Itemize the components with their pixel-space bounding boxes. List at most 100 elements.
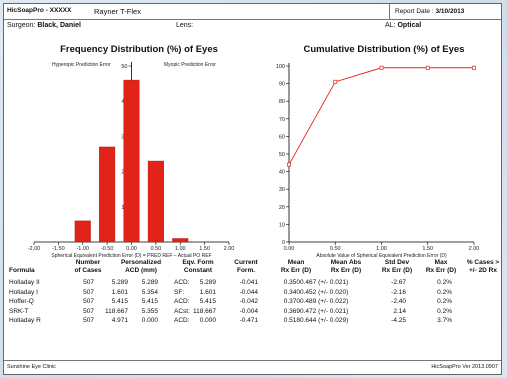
row-cases: 507 xyxy=(83,298,94,306)
row-acd-value: 1.601 xyxy=(111,288,128,296)
cum-y-tick-label: 0 xyxy=(282,240,285,246)
row-std-dev: -2.40 xyxy=(391,298,406,306)
cum-x-tick-label: 1.00 xyxy=(376,246,387,252)
row-cases: 507 xyxy=(83,288,94,296)
surgeon-name: Black, Daniel xyxy=(37,22,81,29)
info-row: Surgeon: Black, Daniel Lens: AL: Optical xyxy=(4,20,501,33)
row-acd-mm: 5.355 xyxy=(141,307,158,315)
version-label: HicSoapPro Ver 2013.0907 xyxy=(431,364,498,370)
row-std-dev: -2.16 xyxy=(391,288,406,296)
freq-x-tick-label: 1.00 xyxy=(175,246,186,252)
header-mean-abs: Mean Abs Rx Err (D) xyxy=(330,259,362,274)
cum-y-tick-label: 70 xyxy=(279,117,285,123)
freq-x-tick-label: 0.00 xyxy=(126,246,137,252)
frequency-chart: 1020304050-2.00-1.50-1.00-0.500.000.501.… xyxy=(28,62,235,259)
cum-y-tick-label: 40 xyxy=(279,170,285,176)
row-mean-abs-err: 0.644 (+/- 0.029) xyxy=(300,317,349,325)
program-name: HicSoapPro - XXXXX xyxy=(7,7,72,14)
report-footer: Sunshine Eye Clinic HicSoapPro Ver 2013.… xyxy=(4,360,501,374)
row-constant: 1.601 xyxy=(199,288,216,296)
row-std-dev: -4.25 xyxy=(391,317,406,325)
hyperopic-label: Hyperopic Prediction Error xyxy=(52,62,111,68)
header-current: Current Form. xyxy=(234,259,258,274)
freq-bar xyxy=(99,146,116,243)
freq-bar xyxy=(147,160,164,243)
row-mean-err: 0.518 xyxy=(283,317,300,325)
cum-y-tick-label: 30 xyxy=(279,187,285,193)
cum-y-tick-label: 80 xyxy=(279,99,285,105)
cumulative-chart: 0 10 20 30 40 50 60 70 80 90 100 0.00 0.50 1.00 1.50 2.… xyxy=(276,63,480,259)
row-formula: Holladay II xyxy=(9,279,40,286)
cum-y-tick-label: 60 xyxy=(279,134,285,140)
row-formula: SRK-T xyxy=(9,307,29,315)
row-acd-value: 5.415 xyxy=(111,298,128,306)
freq-chart-title: Frequency Distribution (%) of Eyes xyxy=(60,44,218,55)
lens-name: Rayner T-Flex xyxy=(94,6,141,16)
header-pct-cases: % Cases > +/- 2D Rx xyxy=(466,259,500,274)
row-cases: 507 xyxy=(83,317,94,325)
freq-x-tick-label: -1.00 xyxy=(76,246,89,252)
row-acd-value: 4.971 xyxy=(111,317,128,325)
row-max-err: 0.2% xyxy=(437,298,452,306)
row-mean-err: 0.369 xyxy=(283,307,300,315)
row-max-err: 0.2% xyxy=(437,279,452,286)
cum-chart-title: Cumulative Distribution (%) of Eyes xyxy=(303,44,465,55)
row-constant: 5.289 xyxy=(199,279,216,286)
row-mean-err: 0.350 xyxy=(283,279,300,286)
row-constant-label: ACD: xyxy=(174,298,190,306)
surgeon-info: Surgeon: Black, Daniel xyxy=(7,22,81,29)
cum-point xyxy=(472,65,476,70)
row-current-form: -0.471 xyxy=(239,317,258,325)
header-cases: Number of Cases xyxy=(74,259,102,274)
header-std-dev: Std Dev Rx Err (D) xyxy=(381,259,413,274)
header-formula: Formula xyxy=(9,267,35,274)
freq-x-tick-label: -2.00 xyxy=(28,246,41,252)
row-acd-mm: 5.289 xyxy=(141,279,158,286)
al-info: AL: Optical xyxy=(385,22,421,29)
cum-x-label: Absolute Value of Spherical Equivalent P… xyxy=(316,253,447,259)
row-acd-mm: 0.000 xyxy=(141,317,158,325)
freq-y-tick-label: 50 xyxy=(121,64,127,70)
row-acd-value: 5.289 xyxy=(111,279,128,286)
freq-x-tick-label: 2.00 xyxy=(224,246,235,252)
cum-y-tick-label: 50 xyxy=(279,152,285,158)
row-constant-label: ACD: xyxy=(174,317,190,325)
row-mean-abs-err: 0.472 (+/- 0.021) xyxy=(300,307,349,315)
header-acd: Personalized ACD (mm) xyxy=(120,259,162,274)
freq-x-label: Spherical Equivalent Prediction Error (D… xyxy=(51,253,211,259)
row-mean-abs-err: 0.452 (+/- 0.020) xyxy=(300,288,349,296)
row-constant-label: ACst: xyxy=(174,307,190,315)
row-current-form: -0.041 xyxy=(239,279,258,286)
report-header: HicSoapPro - XXXXX Rayner T-Flex Report … xyxy=(4,4,501,20)
cum-point xyxy=(333,79,338,84)
clinic-name: Sunshine Eye Clinic xyxy=(7,364,56,370)
freq-bar xyxy=(123,79,140,243)
freq-x-tick-label: 0.50 xyxy=(151,246,162,252)
cum-x-tick-label: 0.50 xyxy=(330,246,341,252)
row-acd-value: 118.667 xyxy=(104,307,128,315)
freq-x-tick-label: -0.50 xyxy=(101,246,114,252)
row-max-err: 3.7% xyxy=(437,317,452,325)
report-date-box: Report Date : 3/10/2013 xyxy=(389,4,501,19)
row-max-err: 0.2% xyxy=(437,288,452,296)
row-cases: 507 xyxy=(83,279,94,286)
row-acd-mm: 5.415 xyxy=(141,298,158,306)
cum-x-tick-label: 2.00 xyxy=(469,246,480,252)
row-constant-label: SF: xyxy=(174,288,185,296)
row-current-form: -0.004 xyxy=(239,307,258,315)
cum-y-tick-label: 20 xyxy=(279,205,285,211)
lens-label: Lens: xyxy=(176,22,194,29)
cum-y-tick-label: 90 xyxy=(279,82,285,88)
row-cases: 507 xyxy=(83,307,94,315)
row-formula: Hoffer-Q xyxy=(9,298,34,306)
row-mean-err: 0.370 xyxy=(283,298,300,306)
row-mean-abs-err: 0.467 (+/- 0.021) xyxy=(300,279,349,286)
row-current-form: -0.044 xyxy=(239,288,258,296)
freq-x-tick-label: 1.50 xyxy=(199,246,210,252)
row-constant: 0.000 xyxy=(199,317,216,325)
cum-series-line xyxy=(288,67,474,165)
row-std-dev: -2.67 xyxy=(391,279,406,286)
freq-x-tick-label: -1.50 xyxy=(52,246,65,252)
header-constant: Eqv. Form Constant xyxy=(182,259,214,274)
report-date-label: Report Date : xyxy=(395,7,434,15)
